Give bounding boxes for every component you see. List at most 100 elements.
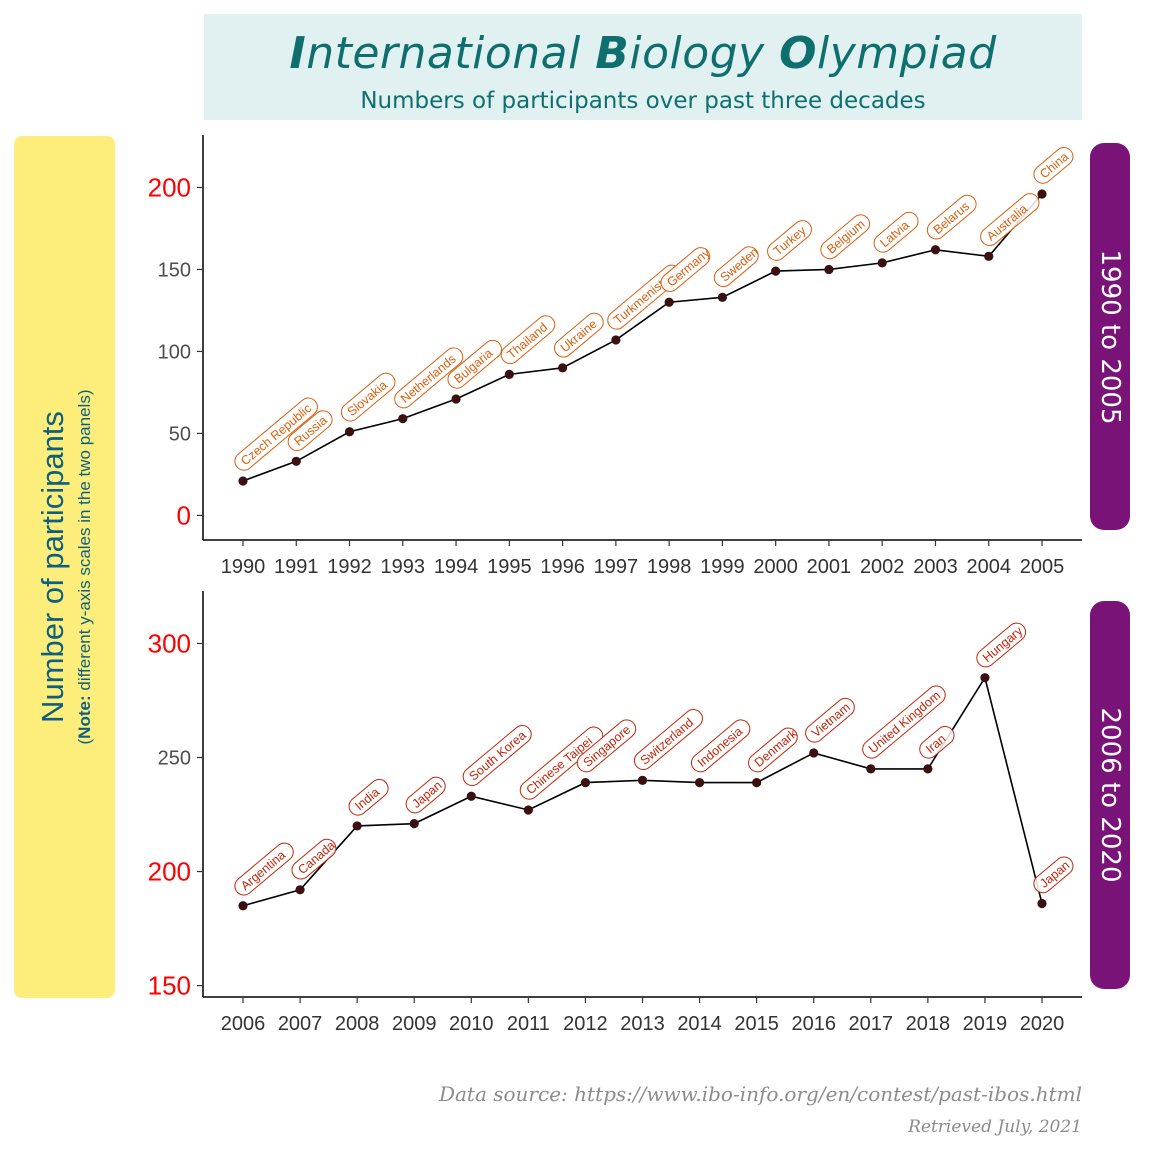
chart-subtitle: Numbers of participants over past three … <box>360 88 926 114</box>
data-label: Hungary <box>976 622 1027 668</box>
x-tick-label: 2019 <box>963 1013 1008 1035</box>
data-label-text: Thailand <box>505 320 551 362</box>
x-tick-label: 2013 <box>620 1013 665 1035</box>
data-point <box>771 266 781 276</box>
data-label-text: Hungary <box>980 623 1026 665</box>
data-label: Sweden <box>713 245 761 288</box>
x-tick-label: 2007 <box>278 1013 323 1035</box>
data-point <box>295 885 305 895</box>
data-point <box>877 258 887 268</box>
x-tick-label: 1995 <box>487 556 532 578</box>
x-tick-label: 2015 <box>734 1013 779 1035</box>
data-label: India <box>348 778 389 816</box>
data-point <box>809 748 819 758</box>
data-label-box <box>1033 147 1074 184</box>
data-point <box>752 777 762 788</box>
data-label-box <box>862 685 946 759</box>
data-point <box>238 901 248 911</box>
data-label-text: Switzerland <box>638 715 697 767</box>
y-tick-label: 200 <box>148 172 191 202</box>
data-label: Australia <box>980 193 1040 247</box>
data-label: Ukraine <box>553 312 604 358</box>
y-axis-label-box: Number of participants (Note: different … <box>14 136 115 998</box>
data-label: Belarus <box>926 194 977 240</box>
data-label-box <box>287 410 333 452</box>
data-label: Canada <box>291 838 338 880</box>
data-point <box>466 791 476 801</box>
data-point <box>238 476 248 486</box>
data-label-box <box>690 719 751 773</box>
x-tick-label: 1996 <box>540 556 585 578</box>
x-tick-label: 2003 <box>913 556 958 578</box>
x-tick-label: 2006 <box>221 1013 266 1035</box>
data-point <box>398 414 408 424</box>
x-tick-label: 2012 <box>563 1013 608 1035</box>
data-label-box <box>919 725 955 759</box>
y-tick-label: 0 <box>177 500 191 530</box>
data-label-box <box>462 725 532 786</box>
y-tick-label: 200 <box>148 857 191 887</box>
x-tick-label: 2017 <box>849 1013 894 1035</box>
data-label-box <box>447 339 503 389</box>
x-tick-label: 1991 <box>274 556 319 578</box>
data-label-box <box>405 776 446 814</box>
x-tick-label: 2009 <box>392 1013 437 1035</box>
data-point <box>694 777 705 788</box>
data-point <box>984 251 994 261</box>
data-point <box>409 819 419 829</box>
x-tick-label: 2005 <box>1020 556 1065 578</box>
data-point <box>523 805 533 815</box>
x-tick-label: 2000 <box>753 556 798 578</box>
data-label: Thailand <box>500 315 556 365</box>
data-label-box <box>976 622 1027 668</box>
data-point <box>637 775 648 785</box>
data-label-box <box>748 727 798 773</box>
data-label-box <box>926 194 977 240</box>
data-label-text: Slovakia <box>345 378 390 419</box>
data-label-box <box>820 214 871 260</box>
data-point <box>580 777 591 788</box>
y-tick-label: 300 <box>148 628 191 658</box>
data-point <box>866 764 876 774</box>
data-label-box <box>980 193 1040 247</box>
chart-title: International Biology Olympiad <box>289 28 997 79</box>
x-tick-label: 1990 <box>221 556 266 578</box>
x-tick-label: 2008 <box>335 1013 380 1035</box>
data-label-box <box>660 247 711 292</box>
data-label-box <box>394 347 464 409</box>
x-tick-label: 2016 <box>791 1013 836 1035</box>
panel-strip-top: 1990 to 2005 <box>1090 143 1130 530</box>
x-tick-label: 2020 <box>1020 1013 1065 1035</box>
x-tick-label: 2018 <box>906 1013 951 1035</box>
data-label-text: Indonesia <box>695 724 746 770</box>
data-label-box <box>805 697 855 743</box>
data-point <box>824 264 834 275</box>
data-point <box>558 363 568 373</box>
data-label-box <box>234 842 294 896</box>
y-tick-label: 150 <box>158 259 191 281</box>
x-tick-label: 2010 <box>449 1013 494 1035</box>
data-label-box <box>576 719 637 773</box>
data-point <box>344 427 355 437</box>
data-label-box <box>348 778 389 816</box>
data-point <box>717 292 728 302</box>
y-tick-label: 50 <box>169 423 191 445</box>
x-tick-label: 1993 <box>381 556 426 578</box>
data-label-box <box>713 246 759 288</box>
data-label: Latvia <box>873 211 919 253</box>
data-label-box <box>500 315 556 365</box>
x-tick-label: 2004 <box>966 556 1011 578</box>
data-label: Slovakia <box>340 372 396 422</box>
y-tick-label: 100 <box>158 341 191 363</box>
title-box: International Biology Olympiad Numbers o… <box>204 14 1082 120</box>
data-point <box>504 369 514 379</box>
data-source: Data source: https://www.ibo-info.org/en… <box>438 1082 1082 1106</box>
x-tick-label: 2014 <box>677 1013 722 1035</box>
x-tick-label: 1992 <box>327 556 372 578</box>
data-label-box <box>873 211 919 253</box>
data-label-box <box>1033 856 1074 894</box>
data-point <box>980 673 990 683</box>
data-label: Denmark <box>748 726 800 773</box>
y-tick-label: 150 <box>148 971 191 1001</box>
